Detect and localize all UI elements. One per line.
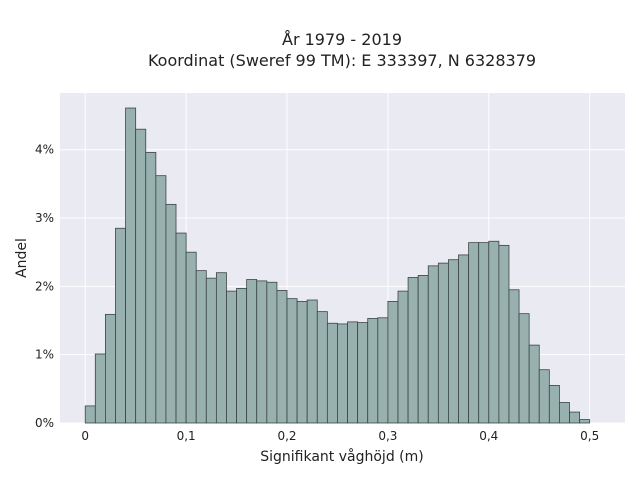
y-tick-labels: 0% 1% 2% 3% 4%	[35, 143, 54, 430]
y-tick-label: 1%	[35, 348, 54, 362]
x-axis-label: Signifikant våghöjd (m)	[260, 448, 423, 465]
y-tick-label: 0%	[35, 416, 54, 430]
histogram-bar	[115, 227, 126, 424]
histogram-bar	[175, 232, 187, 424]
x-tick-label: 0,4	[479, 429, 498, 443]
histogram-bar	[296, 300, 308, 424]
histogram-bar	[84, 405, 96, 424]
histogram-bar	[347, 321, 359, 424]
x-tick-label: 0	[81, 429, 89, 443]
chart-title-line-2: Koordinat (Sweref 99 TM): E 333397, N 63…	[148, 51, 536, 70]
x-tick-label: 0,3	[378, 429, 397, 443]
histogram-bar	[145, 152, 157, 424]
histogram-bar	[508, 289, 520, 424]
histogram-bar	[165, 203, 177, 424]
histogram-bar	[377, 317, 389, 424]
histogram-bar	[205, 277, 217, 424]
histogram-bar	[468, 242, 480, 424]
x-tick-label: 0,2	[277, 429, 296, 443]
histogram-bar	[569, 411, 580, 424]
histogram-bar	[155, 175, 167, 424]
histogram-bar	[559, 402, 570, 424]
histogram-bar	[185, 251, 197, 424]
histogram-bars	[84, 107, 591, 424]
histogram-bar	[94, 353, 106, 424]
histogram-bar	[528, 344, 540, 424]
histogram-bar	[538, 369, 550, 424]
histogram-bar	[367, 318, 379, 424]
histogram-bar	[306, 299, 318, 424]
histogram-bar	[226, 290, 237, 424]
histogram-bar	[427, 265, 439, 424]
histogram-bar	[397, 290, 409, 424]
histogram-bar	[458, 254, 470, 424]
histogram-bar	[195, 270, 207, 424]
histogram-bar	[337, 323, 348, 424]
histogram-bar	[286, 298, 298, 424]
histogram-bar	[105, 313, 116, 424]
x-tick-label: 0,1	[177, 429, 196, 443]
histogram-bar	[215, 272, 227, 424]
y-tick-label: 4%	[35, 143, 54, 157]
histogram-bar	[548, 385, 560, 424]
histogram-bar	[407, 277, 419, 424]
histogram-bar	[387, 300, 399, 424]
histogram-bar	[579, 419, 591, 424]
y-tick-label: 3%	[35, 211, 54, 225]
y-axis-label: Andel	[14, 238, 30, 278]
histogram-bar	[326, 322, 338, 424]
histogram-bar	[448, 259, 459, 424]
x-tick-label: 0,5	[580, 429, 599, 443]
histogram-bar	[316, 311, 328, 424]
chart-title-line-1: År 1979 - 2019	[282, 30, 402, 49]
histogram-bar	[276, 290, 288, 424]
histogram-bar	[478, 242, 490, 424]
histogram-bar	[266, 281, 278, 424]
histogram-bar	[246, 279, 258, 424]
histogram-bar	[135, 128, 147, 424]
histogram-bar	[125, 107, 137, 424]
y-tick-label: 2%	[35, 279, 54, 293]
histogram-bar	[417, 275, 429, 424]
histogram-bar	[498, 244, 510, 424]
histogram-bar	[236, 288, 248, 424]
histogram-bar	[256, 280, 268, 424]
x-tick-labels: 0 0,1 0,2 0,3 0,4 0,5	[81, 429, 599, 443]
histogram-bar	[518, 313, 530, 424]
histogram-bar	[357, 322, 369, 424]
histogram-bar	[488, 240, 500, 424]
histogram-bar	[437, 262, 449, 424]
